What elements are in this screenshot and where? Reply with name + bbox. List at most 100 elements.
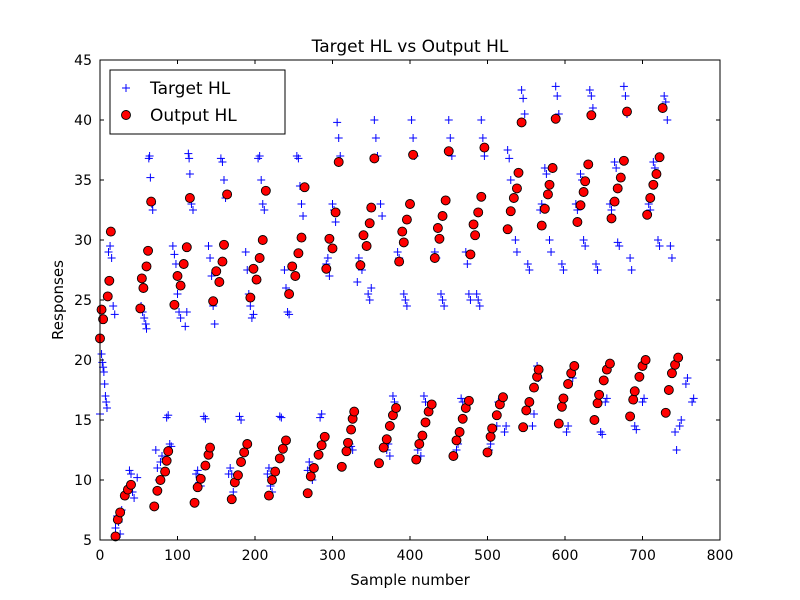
target-point (592, 260, 600, 268)
target-point (189, 206, 197, 214)
x-tick-label: 300 (319, 548, 346, 564)
output-point (640, 355, 651, 365)
output-point (110, 531, 121, 542)
output-point (146, 196, 157, 207)
output-point (161, 455, 172, 466)
output-point (135, 303, 146, 314)
y-tick-label: 5 (83, 533, 92, 549)
output-point (305, 471, 316, 482)
output-point (485, 431, 496, 442)
legend-label-output: Output HL (150, 106, 237, 126)
target-point (689, 394, 698, 403)
target-point (654, 236, 662, 244)
output-point (429, 253, 440, 263)
output-point (513, 167, 524, 178)
output-point (634, 371, 645, 382)
output-point (505, 206, 516, 217)
output-point (465, 249, 476, 260)
target-point (100, 380, 109, 388)
target-point (399, 290, 408, 298)
legend-box (109, 69, 286, 135)
output-point (358, 230, 369, 241)
target-point (528, 422, 537, 430)
output-point (324, 233, 335, 244)
target-point (263, 470, 272, 478)
target-point (667, 254, 676, 262)
output-point (208, 296, 219, 307)
output-point (411, 454, 422, 465)
output-point (242, 439, 253, 449)
output-point (417, 430, 428, 441)
y-tick-label: 10 (74, 473, 92, 489)
target-point (500, 428, 509, 436)
target-point (540, 164, 549, 172)
target-point (553, 92, 562, 100)
target-point (207, 272, 216, 280)
target-point (257, 176, 266, 184)
output-point (457, 413, 468, 424)
output-point (524, 397, 535, 407)
target-point (255, 152, 264, 160)
target-point (525, 266, 534, 274)
target-point (681, 380, 690, 388)
target-point (376, 200, 385, 208)
output-point (281, 435, 291, 446)
target-point (581, 242, 590, 250)
output-point (629, 386, 640, 397)
target-point (316, 413, 325, 422)
output-point (195, 473, 206, 484)
output-point (589, 415, 600, 425)
output-point (394, 256, 405, 267)
target-point (111, 524, 120, 532)
target-point (182, 308, 191, 316)
chart-title: Target HL vs Output HL (311, 37, 509, 57)
target-point (364, 290, 373, 298)
target-point (466, 296, 475, 304)
target-point (615, 242, 624, 250)
output-point (308, 463, 319, 473)
target-point (130, 494, 139, 502)
y-tick-label: 30 (74, 233, 92, 249)
output-point (401, 214, 412, 225)
x-tick-label: 500 (474, 548, 501, 564)
target-point (564, 422, 573, 430)
target-point (547, 248, 556, 256)
output-point (521, 405, 532, 416)
target-point (210, 320, 219, 328)
output-point (374, 458, 384, 469)
target-point (619, 82, 628, 91)
output-point (572, 217, 583, 227)
legend-label-target: Target HL (149, 79, 231, 99)
output-point (302, 488, 313, 499)
output-point (558, 393, 569, 404)
target-point (294, 154, 303, 163)
target-point (247, 314, 256, 322)
target-point (683, 374, 692, 382)
target-point (237, 416, 246, 424)
target-point (438, 296, 447, 304)
output-point (381, 434, 392, 445)
target-point (370, 116, 379, 124)
target-point (675, 422, 684, 430)
output-series (95, 103, 684, 542)
target-point (258, 200, 267, 208)
target-point (557, 260, 566, 268)
target-point (102, 404, 111, 412)
output-point (254, 253, 265, 263)
target-point (393, 248, 402, 256)
target-point (97, 350, 106, 358)
output-point (277, 443, 288, 454)
output-point (236, 457, 247, 467)
target-point (502, 422, 511, 430)
output-point (405, 199, 415, 209)
target-point (102, 398, 111, 406)
x-tick-label: 800 (707, 548, 734, 564)
output-point (333, 157, 344, 167)
output-point (473, 207, 484, 218)
output-point (219, 239, 229, 250)
target-point (201, 414, 210, 423)
output-point (518, 422, 529, 433)
output-point (606, 213, 617, 224)
target-point (409, 134, 418, 142)
target-point (333, 118, 342, 127)
